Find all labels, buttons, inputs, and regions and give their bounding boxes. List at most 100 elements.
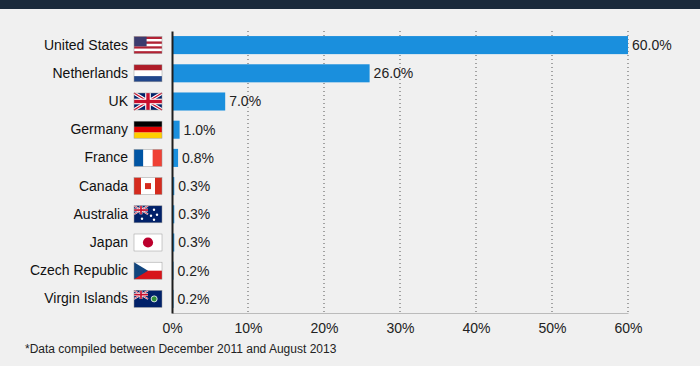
flag-border [134,37,162,54]
y-axis: United States Netherlands UK Germany France C… [30,32,173,314]
x-tick-label: 50% [538,320,566,336]
background [0,0,700,366]
category-label: Japan [90,234,128,250]
flag [134,37,162,54]
y-tick: United States [44,37,172,53]
flag-part [134,209,148,211]
flag-part [134,121,162,127]
flag-part [134,46,162,48]
flag-part [134,93,162,110]
flag [134,178,162,195]
category-label: France [84,149,128,165]
flag-border [134,234,162,251]
flag [134,234,162,251]
flag-border [134,262,162,279]
flag-part [151,296,157,302]
x-tick: 40% [462,313,490,336]
grid-line [552,31,553,313]
flag-part [134,100,162,103]
grid-line [628,31,629,313]
flag-part [134,290,148,299]
x-tick: 60% [614,313,642,336]
flag-part [134,290,162,307]
flag-part [134,76,162,82]
flag-border [134,93,162,110]
flag [134,121,162,138]
flag [134,65,162,82]
x-tick: 30% [386,313,414,336]
flag-part [134,206,162,223]
flag-part [153,149,162,166]
flag-part [134,206,148,215]
flag-part [134,149,143,166]
flag-part [134,93,162,110]
flag [134,206,162,223]
x-tick-label: 40% [462,320,490,336]
category-label: UK [109,93,129,109]
flag-part [143,237,153,247]
data-label: 0.8% [182,150,214,166]
flags [134,37,162,308]
x-tick-label: 20% [310,320,338,336]
flag-part [134,127,162,133]
x-tick: 20% [310,313,338,336]
x-tick-label: 0% [162,320,182,336]
flag-part [150,215,152,217]
category-label: Czech Republic [30,262,128,278]
x-axis-line [173,313,629,314]
flag-part [134,65,162,71]
flag-border [134,178,162,195]
category-label: Virgin Islands [44,290,128,306]
data-label: 0.2% [178,263,210,279]
flag-border [134,121,162,138]
flag-part [134,234,162,251]
flag-part [134,294,148,296]
flag-part [134,290,148,299]
category-label: Canada [79,178,128,194]
bar [172,36,628,54]
flag-border [134,290,162,307]
flag-part [134,49,162,51]
data-label: 1.0% [184,122,216,138]
flag-part [153,209,155,211]
category-label: United States [44,37,128,53]
flag-border [134,206,162,223]
caption: *Data compiled between December 2011 and… [25,342,337,356]
flag-part [134,70,162,76]
data-label: 0.3% [178,234,210,250]
category-label: Netherlands [53,65,129,81]
x-tick: 50% [538,313,566,336]
flag-part [134,37,147,47]
grid-line [476,31,477,313]
flag-part [134,133,162,139]
data-label: 0.3% [178,206,210,222]
flag-part [134,206,148,215]
flag-border [134,149,162,166]
flag [134,290,162,307]
flag-part [134,290,148,299]
x-tick: 10% [234,313,262,336]
x-tick-label: 10% [234,320,262,336]
bars [172,36,628,308]
flag-part [156,214,158,216]
data-label: 26.0% [374,65,414,81]
bar [172,92,225,110]
bar [172,64,370,82]
data-label: 60.0% [632,37,672,53]
category-label: Germany [70,121,128,137]
flag [134,149,162,166]
data-label: 0.3% [178,178,210,194]
flag-part [134,51,162,53]
category-label: Australia [74,206,129,222]
y-axis-line [172,32,174,314]
flag-part [145,183,151,189]
flag-part [134,262,148,279]
flag-part [143,149,152,166]
data-labels: 60.0%26.0%7.0%1.0%0.8%0.3%0.3%0.3%0.2%0.… [178,37,672,307]
flag-part [155,178,162,195]
flag-part [141,218,143,220]
x-axis: 0% 10% 20% 30% 40% 50% 60% [162,313,642,336]
data-label: 7.0% [229,93,261,109]
x-tick-label: 30% [386,320,414,336]
flag-part [134,206,148,215]
